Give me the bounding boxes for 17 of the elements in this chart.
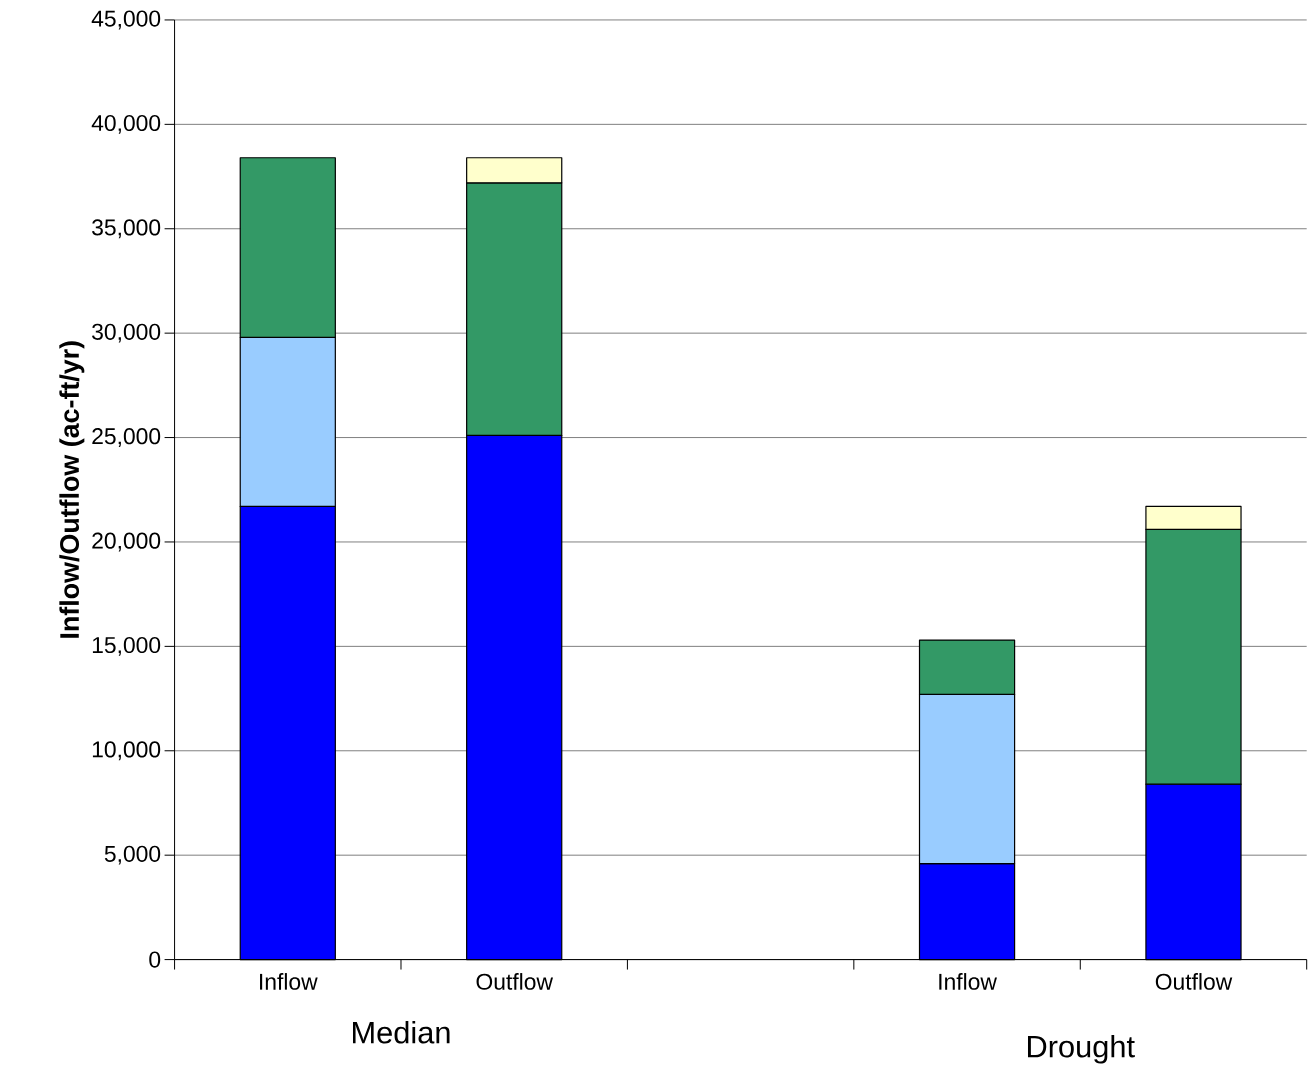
y-tick-label: 25,000	[92, 428, 161, 448]
y-tick-label: 0	[149, 951, 161, 968]
y-axis-title: Inflow/Outflow (ac-ft/yr)	[59, 341, 85, 638]
x-tick-label: Outflow	[1155, 973, 1233, 990]
text: Median	[353, 1020, 450, 1044]
y-tick-label: 45,000	[91, 10, 161, 30]
text: Drought	[1027, 1034, 1135, 1064]
y-tick-label: 5,000	[104, 845, 161, 865]
y-tick-label: 20,000	[92, 532, 161, 552]
x-tick-label: Outflow	[476, 973, 554, 990]
x-tick-label: Inflow	[939, 973, 997, 990]
y-tick-label: 30,000	[92, 323, 161, 343]
y-tick-label: 10,000	[92, 741, 161, 761]
y-tick-label: 40,000	[91, 114, 161, 134]
x-tick-label: Inflow	[260, 973, 318, 990]
y-tick-label: 35,000	[92, 219, 161, 239]
y-tick-label: 15,000	[92, 636, 161, 656]
